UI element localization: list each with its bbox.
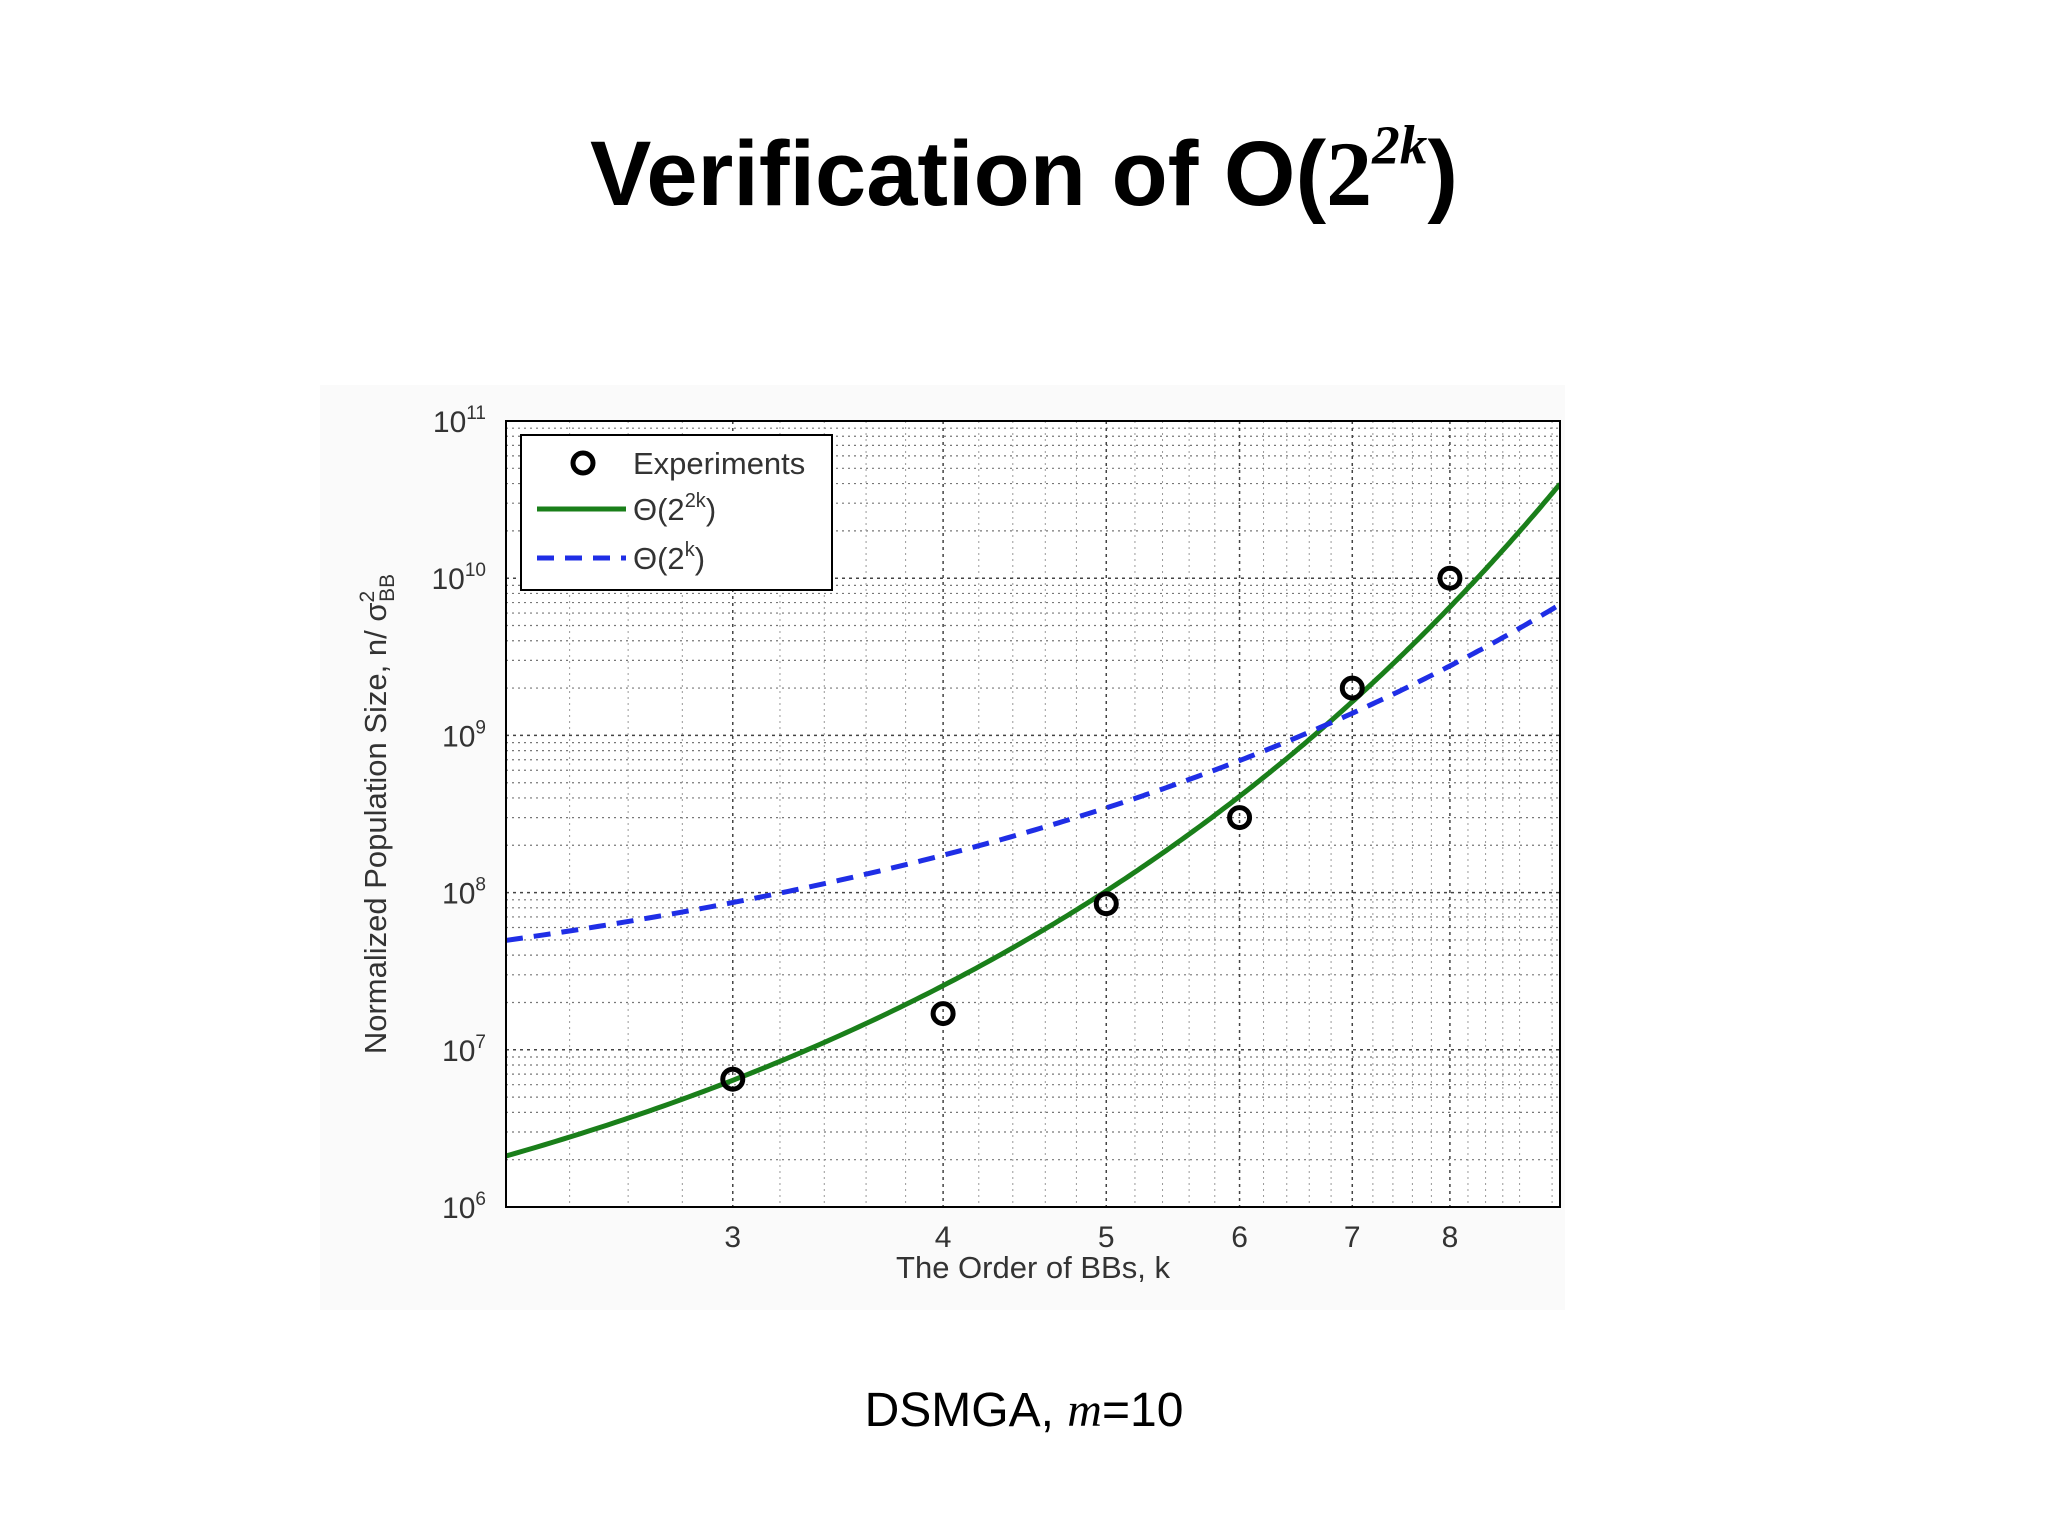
legend-label-theta-22k-sup: 2k <box>685 490 707 512</box>
legend-label-theta-22k: Θ(22k) <box>633 490 716 527</box>
y-axis-label-sub: BB <box>376 574 399 602</box>
y-tick-exponent: 9 <box>475 717 486 738</box>
legend-label-theta-2k-prefix: Θ(2 <box>633 541 685 576</box>
y-tick-label: 1011 <box>433 403 486 439</box>
title-prefix: Verification of O( <box>590 123 1327 225</box>
x-tick-label: 6 <box>1231 1221 1248 1254</box>
legend-marker-experiments <box>570 450 596 476</box>
experiment-point <box>1339 675 1365 701</box>
y-tick-exponent: 11 <box>466 403 486 424</box>
x-tick-label: 8 <box>1442 1221 1459 1254</box>
y-tick-base: 10 <box>431 563 464 596</box>
experiment-point <box>1437 565 1463 591</box>
experiment-markers <box>720 565 1463 1092</box>
experiment-point <box>1227 805 1253 831</box>
y-tick-label: 109 <box>442 717 486 753</box>
y-axis-label: Normalized Population Size, n/ σ2BB <box>356 574 399 1054</box>
y-tick-exponent: 8 <box>475 875 486 896</box>
caption-suffix: =10 <box>1101 1384 1184 1437</box>
y-axis-label-sup: 2 <box>356 591 379 603</box>
y-tick-exponent: 7 <box>475 1032 486 1053</box>
series-line-theta-2k <box>506 602 1560 943</box>
legend-label-theta-2k-sup: k <box>685 539 696 561</box>
caption-prefix: DSMGA, <box>864 1384 1068 1437</box>
series-line-theta-22k <box>506 482 1560 1159</box>
legend-label-theta-22k-prefix: Θ(2 <box>633 492 685 527</box>
caption-variable: m <box>1067 1384 1102 1437</box>
legend-label-theta-2k-suffix: ) <box>695 541 705 576</box>
legend-label-theta-22k-suffix: ) <box>706 492 716 527</box>
experiment-point <box>1093 891 1119 917</box>
slide-title: Verification of O(22k) <box>0 118 2048 220</box>
title-math: 22k <box>1326 118 1427 225</box>
y-tick-label: 1010 <box>431 560 486 596</box>
y-tick-label: 108 <box>442 875 486 911</box>
title-exponent: 2k <box>1372 114 1428 176</box>
x-tick-label: 7 <box>1344 1221 1361 1254</box>
legend-label-theta-2k: Θ(2k) <box>633 539 705 576</box>
experiment-point <box>720 1066 746 1092</box>
series-lines <box>506 482 1560 1159</box>
y-axis-label-main: Normalized Population Size, n/ σ <box>358 603 393 1055</box>
experiment-point <box>930 1001 956 1027</box>
slide-caption: DSMGA, m=10 <box>0 1383 2048 1438</box>
y-tick-base: 10 <box>442 1192 475 1225</box>
x-tick-labels: 3 4 5 6 7 8 <box>724 1221 1458 1254</box>
legend-label-experiments: Experiments <box>633 446 805 481</box>
y-tick-exponent: 6 <box>475 1189 486 1210</box>
x-axis-label: The Order of BBs, k <box>896 1250 1170 1285</box>
y-tick-exponent: 10 <box>465 560 486 581</box>
y-tick-base: 10 <box>442 1035 475 1068</box>
title-suffix: ) <box>1427 123 1458 225</box>
y-tick-base: 10 <box>442 720 475 753</box>
legend: Experiments Θ(22k) Θ(2k) <box>520 434 833 591</box>
plot-frame <box>505 420 1561 1208</box>
y-tick-label: 106 <box>442 1189 486 1225</box>
y-tick-base: 10 <box>442 878 475 911</box>
x-tick-label: 3 <box>724 1221 741 1254</box>
x-tick-label: 5 <box>1098 1221 1115 1254</box>
y-tick-label: 107 <box>442 1032 486 1068</box>
x-tick-label: 4 <box>935 1221 952 1254</box>
y-tick-base: 10 <box>433 406 466 439</box>
title-base: 2 <box>1326 123 1373 225</box>
